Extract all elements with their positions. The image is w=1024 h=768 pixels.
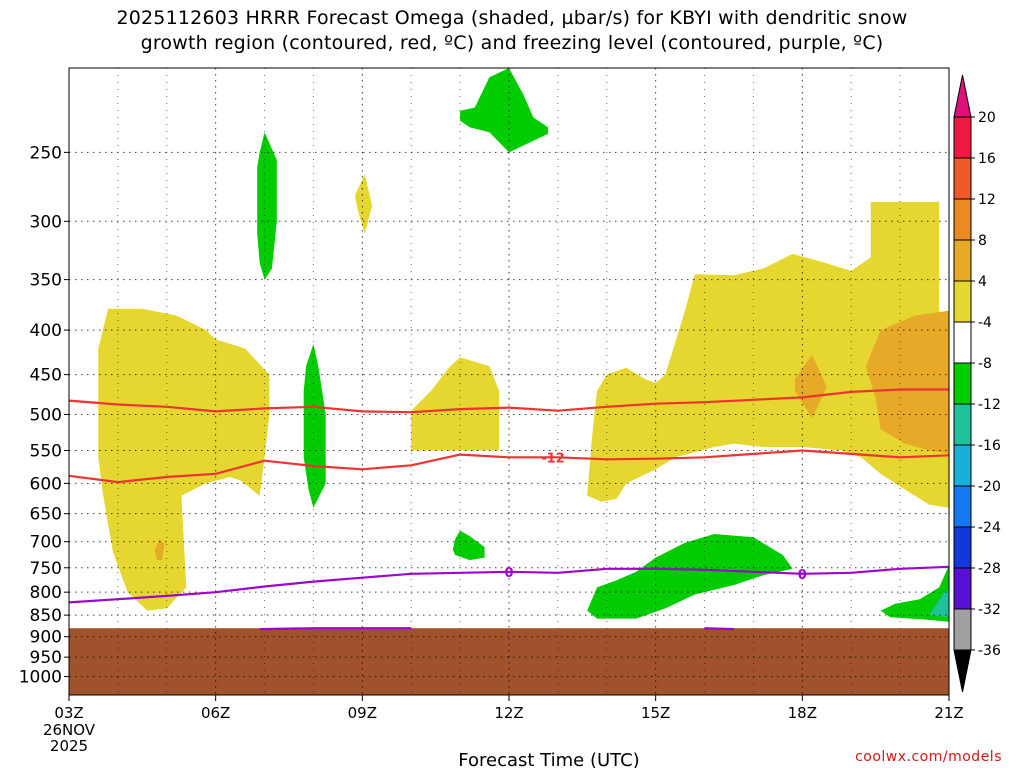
x-tick-label-15: 15Z bbox=[641, 704, 670, 722]
colorbar-label-14: -36 bbox=[978, 643, 1001, 659]
colorbar-swatch-9 bbox=[953, 444, 972, 487]
omega-region-8 bbox=[460, 68, 549, 153]
omega-region-5 bbox=[795, 354, 827, 419]
colorbar-swatch-11 bbox=[953, 526, 972, 569]
y-tick-label-250: 250 bbox=[30, 143, 62, 163]
colorbar-label-3: 12 bbox=[978, 192, 996, 208]
dgz-contour-2 bbox=[68, 449, 950, 484]
y-tick-label-600: 600 bbox=[30, 474, 62, 494]
y-tick-label-750: 750 bbox=[30, 559, 62, 579]
omega-region-9 bbox=[257, 132, 277, 280]
x-tick-label-9: 09Z bbox=[348, 704, 377, 722]
freezing-level-label-1: 0 bbox=[504, 566, 513, 581]
colorbar-top-arrow bbox=[953, 74, 972, 118]
x-tick-label-21: 21Z bbox=[934, 704, 963, 722]
omega-region-6 bbox=[865, 310, 949, 454]
y-tick-label-350: 350 bbox=[30, 271, 62, 291]
y-tick-label-850: 850 bbox=[30, 606, 62, 626]
colorbar-swatch-2 bbox=[953, 157, 972, 200]
y-tick-label-1000: 1000 bbox=[19, 668, 62, 688]
y-tick-label-800: 800 bbox=[30, 583, 62, 603]
y-tick-label-700: 700 bbox=[30, 533, 62, 553]
omega-region-2 bbox=[411, 357, 500, 451]
y-tick-label-300: 300 bbox=[30, 212, 62, 232]
chart-title-line-1: 2025112603 HRRR Forecast Omega (shaded, … bbox=[116, 7, 908, 29]
omega-region-14 bbox=[929, 589, 949, 618]
colorbar-label-12: -28 bbox=[978, 561, 1001, 577]
colorbar-swatch-1 bbox=[953, 116, 972, 159]
colorbar-label-6: -4 bbox=[978, 315, 992, 331]
colorbar-label-13: -32 bbox=[978, 602, 1001, 618]
omega-shading bbox=[98, 68, 949, 622]
x-tick-label-12: 12Z bbox=[494, 704, 523, 722]
omega-region-13 bbox=[880, 565, 949, 622]
y-tick-label-650: 650 bbox=[30, 505, 62, 525]
freezing-level-label-2: 0 bbox=[798, 568, 807, 583]
freezing-level-ground-segment-2 bbox=[704, 627, 734, 631]
dgz-contour-1 bbox=[68, 388, 949, 414]
colorbar-label-7: -8 bbox=[978, 356, 992, 372]
colorbar-swatch-12 bbox=[953, 567, 972, 610]
freezing-level-line bbox=[68, 565, 950, 604]
contour-lines: -12 0 0 bbox=[68, 388, 950, 631]
omega-region-1 bbox=[98, 308, 270, 611]
omega-region-12 bbox=[587, 534, 793, 619]
chart-title: 2025112603 HRRR Forecast Omega (shaded, … bbox=[0, 6, 1024, 56]
chart-title-line-2: growth region (contoured, red, ºC) and f… bbox=[140, 32, 884, 54]
colorbar-swatch-5 bbox=[953, 280, 972, 323]
x-start-date-2: 2025 bbox=[50, 737, 88, 755]
y-tick-label-450: 450 bbox=[30, 366, 62, 386]
omega-region-3 bbox=[587, 201, 949, 508]
colorbar-label-10: -20 bbox=[978, 479, 1001, 495]
x-start-date-1: 26NOV bbox=[43, 721, 96, 739]
colorbar-bottom-arrow bbox=[953, 649, 972, 693]
colorbar-swatch-4 bbox=[953, 239, 972, 282]
x-axis-label: Forecast Time (UTC) bbox=[458, 750, 639, 768]
freezing-level-ground-segment-1 bbox=[259, 627, 412, 631]
colorbar-label-5: 4 bbox=[978, 274, 987, 290]
colorbar: 20 16 12 8 4 -4 -8 -12 -16 -20 -24 -28 -32 -36 bbox=[953, 74, 1001, 693]
y-tick-label-900: 900 bbox=[30, 628, 62, 648]
x-tick-label-3: 03Z bbox=[54, 704, 83, 722]
omega-region-7 bbox=[154, 539, 165, 561]
y-tick-label-550: 550 bbox=[30, 442, 62, 462]
colorbar-label-4: 8 bbox=[978, 233, 987, 249]
y-tick-label-400: 400 bbox=[30, 321, 62, 341]
axes: 2503003504004505005506006507007508008509… bbox=[19, 67, 964, 768]
colorbar-swatch-8 bbox=[953, 403, 972, 446]
omega-region-11 bbox=[452, 530, 485, 561]
x-tick-label-6: 06Z bbox=[201, 704, 230, 722]
omega-region-4 bbox=[355, 174, 373, 234]
colorbar-swatch-10 bbox=[953, 485, 972, 528]
dgz-contour-label: -12 bbox=[541, 451, 565, 466]
colorbar-label-8: -12 bbox=[978, 397, 1001, 413]
credit-link[interactable]: coolwx.com/models bbox=[855, 749, 1002, 765]
colorbar-swatch-7 bbox=[953, 362, 972, 405]
colorbar-swatch-3 bbox=[953, 198, 972, 241]
colorbar-swatch-6 bbox=[953, 321, 972, 364]
x-tick-label-18: 18Z bbox=[788, 704, 817, 722]
colorbar-label-1: 20 bbox=[978, 110, 996, 126]
colorbar-label-2: 16 bbox=[978, 151, 996, 167]
y-tick-label-950: 950 bbox=[30, 648, 62, 668]
colorbar-label-9: -16 bbox=[978, 438, 1001, 454]
y-tick-label-500: 500 bbox=[30, 405, 62, 425]
colorbar-label-11: -24 bbox=[978, 520, 1001, 536]
colorbar-swatch-14 bbox=[953, 608, 972, 651]
